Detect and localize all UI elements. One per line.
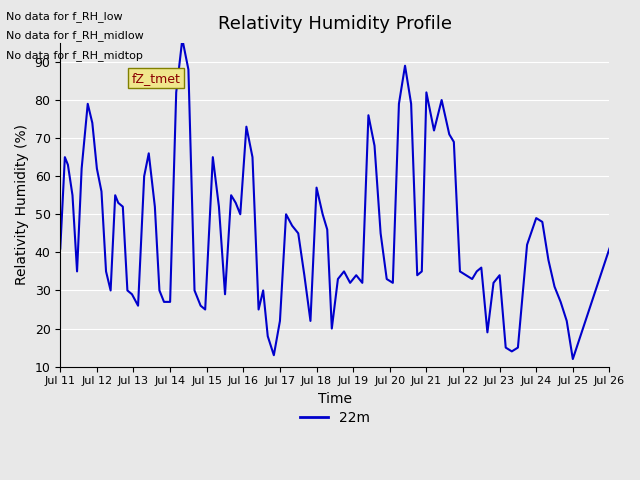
Text: fZ_tmet: fZ_tmet: [132, 72, 180, 85]
Title: Relativity Humidity Profile: Relativity Humidity Profile: [218, 15, 452, 33]
Text: No data for f_RH_midtop: No data for f_RH_midtop: [6, 49, 143, 60]
Y-axis label: Relativity Humidity (%): Relativity Humidity (%): [15, 124, 29, 285]
X-axis label: Time: Time: [318, 392, 352, 406]
Text: No data for f_RH_midlow: No data for f_RH_midlow: [6, 30, 144, 41]
Text: No data for f_RH_low: No data for f_RH_low: [6, 11, 123, 22]
Legend: 22m: 22m: [294, 406, 375, 431]
